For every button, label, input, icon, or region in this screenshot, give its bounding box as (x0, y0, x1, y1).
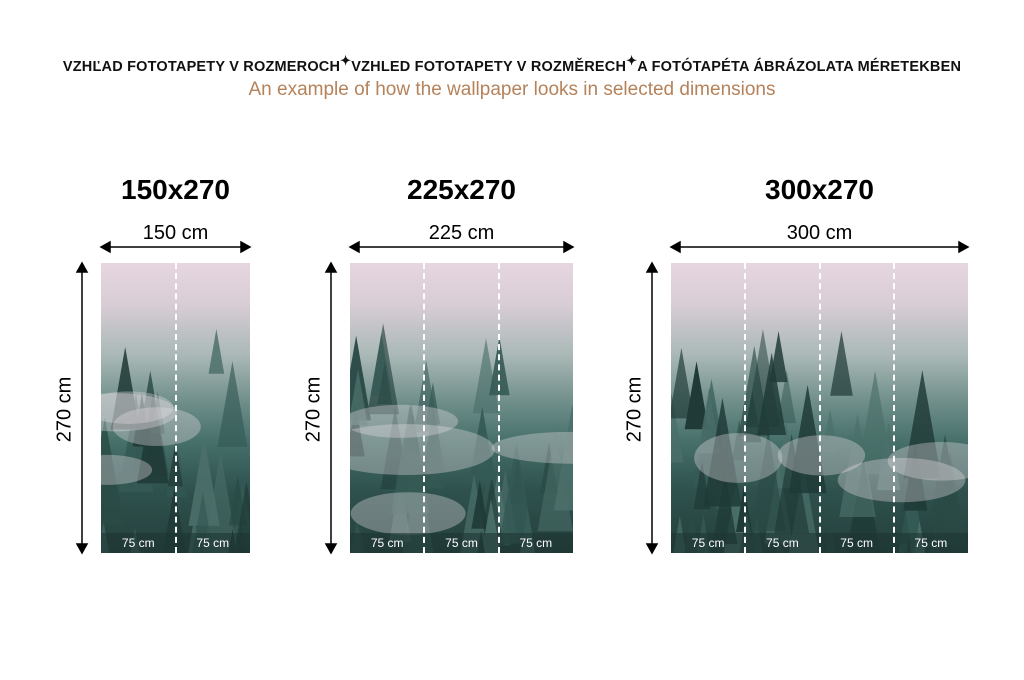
size-title: 150x270 (120, 174, 231, 205)
sparkle-icon: ✦ (626, 53, 638, 68)
panel-divider (744, 263, 747, 553)
segment-label: 75 cm (370, 536, 404, 550)
forest-image (671, 328, 968, 553)
segment-label: 75 cm (691, 536, 725, 550)
segment-label: 75 cm (519, 536, 553, 550)
arrow-right-icon (240, 240, 252, 254)
arrow-up-icon (75, 261, 89, 273)
width-label: 150 cm (142, 222, 209, 244)
segment-label: 75 cm (914, 536, 948, 550)
size-title: 300x270 (764, 174, 875, 205)
arrow-left-icon (669, 240, 681, 254)
arrow-up-icon (645, 261, 659, 273)
panel-divider (818, 263, 821, 553)
arrow-left-icon (99, 240, 111, 254)
size-title: 225x270 (406, 174, 517, 205)
arrow-up-icon (324, 261, 338, 273)
arrow-left-icon (348, 240, 360, 254)
forest-image (350, 323, 573, 553)
segment-label: 75 cm (766, 536, 799, 550)
segment-label: 75 cm (445, 536, 478, 550)
header-subtitle: An example of how the wallpaper looks in… (248, 79, 776, 100)
wallpaper-preview: 75 cm 75 cm (101, 263, 250, 553)
wallpaper-preview: 75 cm 75 cm 75 cm 75 cm (671, 263, 968, 553)
width-label: 300 cm (786, 222, 853, 244)
segment-label: 75 cm (840, 536, 873, 550)
title-sk: VZHĽAD FOTOTAPETY V ROZMEROCH (62, 59, 341, 75)
width-label: 225 cm (428, 222, 495, 244)
panel-divider (497, 263, 500, 553)
wallpaper-preview: 75 cm 75 cm 75 cm (350, 263, 573, 553)
panel-divider (423, 263, 426, 553)
header-title: VZHĽAD FOTOTAPETY V ROZMEROCH✦VZHLED FOT… (0, 53, 1024, 75)
arrow-down-icon (324, 543, 338, 555)
arrow-right-icon (563, 240, 575, 254)
segment-label: 75 cm (121, 536, 155, 550)
panel-divider (174, 263, 177, 553)
title-hu: A FOTÓTAPÉTA ÁBRÁZOLATA MÉRETEKBEN (637, 59, 962, 75)
arrow-down-icon (75, 543, 89, 555)
sparkle-icon: ✦ (340, 53, 352, 68)
title-cz: VZHLED FOTOTAPETY V ROZMĚRECH (351, 59, 627, 75)
arrow-down-icon (645, 543, 659, 555)
segment-label: 75 cm (196, 536, 230, 550)
arrow-right-icon (958, 240, 970, 254)
panel-divider (892, 263, 895, 553)
